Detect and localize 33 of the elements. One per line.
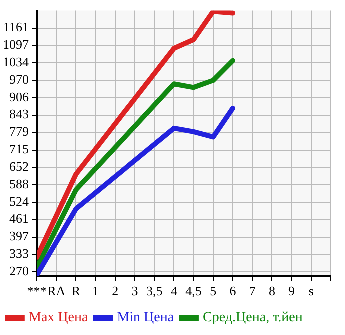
x-tick-label: 3: [132, 284, 138, 299]
y-tick-label: 1097: [3, 37, 30, 52]
legend-label: Max Цена: [29, 310, 89, 326]
x-tick-label: RA: [48, 284, 66, 299]
x-tick-label: s: [308, 284, 314, 299]
y-tick-label: 1161: [3, 20, 29, 35]
y-tick-label: 906: [10, 89, 30, 104]
x-tick-label: 6: [230, 284, 237, 299]
y-tick-label: 843: [10, 106, 29, 122]
legend-label: Сред.Цена, т.йен: [203, 310, 304, 326]
x-tick-label: 1: [92, 284, 100, 299]
y-tick-label: 1034: [3, 54, 30, 70]
x-tick-label: 7: [249, 284, 256, 299]
y-tick-label: 461: [10, 211, 29, 226]
y-tick-label: 397: [10, 228, 30, 244]
x-tick-label: 5: [210, 284, 217, 299]
x-tick-label: 4,5: [186, 284, 202, 299]
x-tick-label: 9: [288, 284, 296, 299]
y-tick-label: 970: [10, 72, 29, 87]
x-tick-label: ***: [27, 284, 47, 299]
y-tick-label: 270: [10, 263, 29, 278]
y-tick-label: 524: [10, 194, 30, 209]
x-tick-label: R: [72, 284, 81, 299]
y-tick-label: 333: [10, 246, 29, 262]
y-tick-label: 715: [10, 142, 29, 157]
x-tick-label: 3,5: [146, 284, 163, 299]
legend-label: Min Цена: [117, 310, 175, 326]
x-tick-label: 8: [268, 284, 276, 299]
y-tick-label: 779: [10, 124, 29, 140]
x-tick-label: 4: [170, 284, 178, 299]
x-tick-label: 2: [112, 284, 119, 299]
y-tick-label: 588: [10, 176, 29, 192]
y-tick-label: 652: [10, 158, 29, 174]
